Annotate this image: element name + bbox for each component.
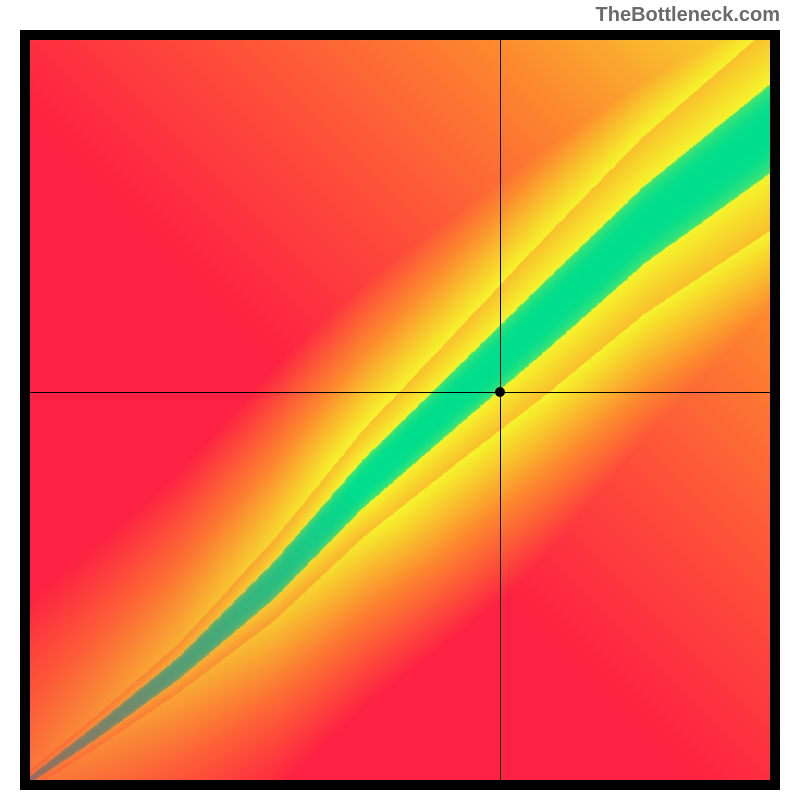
crosshair-horizontal — [30, 392, 770, 393]
watermark-text: TheBottleneck.com — [596, 4, 780, 27]
chart-border — [20, 30, 780, 790]
plot-area — [30, 40, 770, 780]
marker-dot — [495, 387, 505, 397]
heatmap-canvas — [30, 40, 770, 780]
crosshair-vertical — [500, 40, 501, 780]
